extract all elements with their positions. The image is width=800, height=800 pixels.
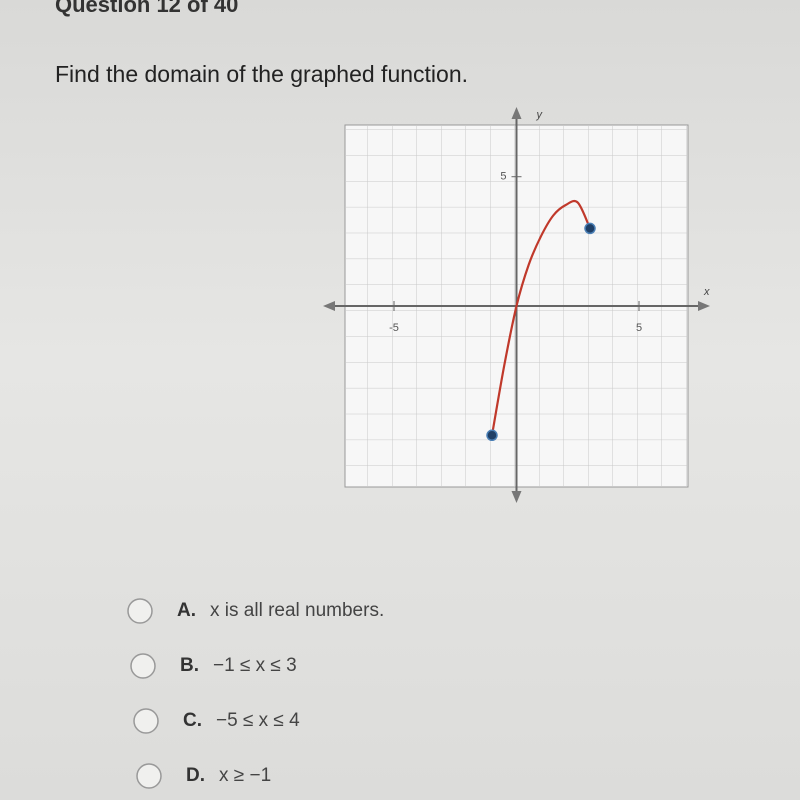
- x-tick-label: 5: [636, 322, 642, 334]
- endpoint: [584, 222, 596, 235]
- radio-button[interactable]: [133, 708, 159, 734]
- x-axis-label: x: [703, 286, 710, 298]
- arrow: [511, 491, 522, 503]
- arrow: [511, 107, 522, 119]
- choice-text[interactable]: −1 ≤ x ≤ 3: [213, 655, 297, 676]
- choice-text[interactable]: x is all real numbers.: [210, 600, 384, 621]
- choice-letter[interactable]: C.: [183, 710, 202, 731]
- question: Find the domain of the graphed function.: [55, 61, 468, 87]
- arrow: [323, 301, 335, 311]
- header-title: Question 12 of 40: [55, 0, 238, 17]
- choice-letter[interactable]: D.: [186, 765, 205, 786]
- radio-button[interactable]: [130, 653, 156, 679]
- y-axis-label: y: [536, 109, 544, 121]
- radio-button[interactable]: [127, 598, 153, 624]
- y-tick-label: 5: [500, 171, 506, 183]
- curve: [490, 199, 592, 436]
- choice-text[interactable]: −5 ≤ x ≤ 4: [216, 710, 300, 731]
- endpoint: [486, 429, 498, 442]
- arrow: [698, 301, 710, 311]
- x-tick-label: -5: [389, 322, 399, 334]
- choice-text[interactable]: x ≥ −1: [219, 765, 271, 786]
- radio-button[interactable]: [136, 763, 162, 789]
- choice-letter[interactable]: B.: [180, 655, 199, 676]
- choice-letter[interactable]: A.: [177, 600, 196, 621]
